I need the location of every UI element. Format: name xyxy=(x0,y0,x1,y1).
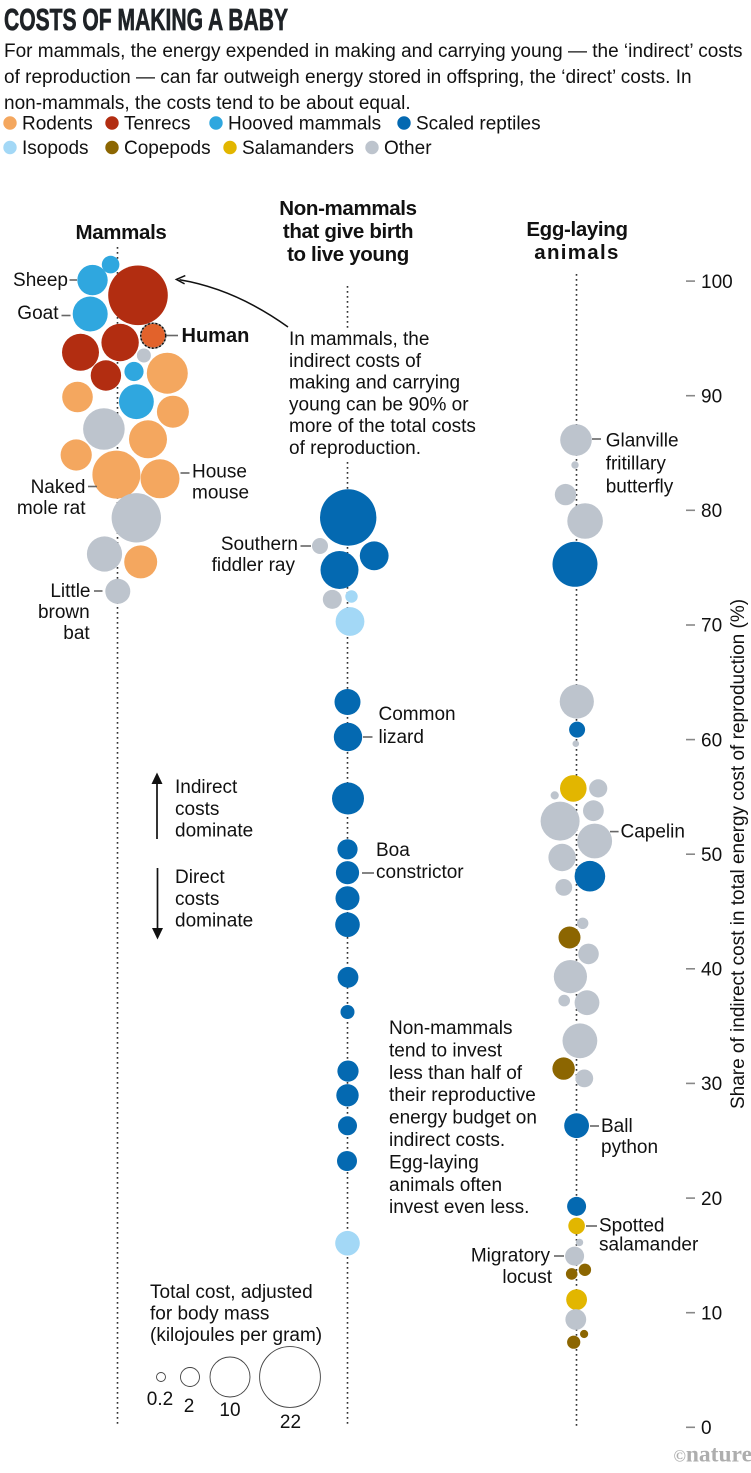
svg-text:Direct: Direct xyxy=(175,867,225,888)
svg-text:(kilojoules per gram): (kilojoules per gram) xyxy=(150,1325,322,1346)
svg-text:animals often: animals often xyxy=(389,1175,502,1196)
svg-text:100: 100 xyxy=(701,272,733,293)
svg-text:butterfly: butterfly xyxy=(606,477,674,498)
svg-text:Boa: Boa xyxy=(376,840,410,861)
svg-text:10: 10 xyxy=(701,1303,722,1324)
svg-text:House: House xyxy=(192,462,247,483)
svg-text:non-mammals, the costs tend to: non-mammals, the costs tend to be about … xyxy=(4,93,411,114)
svg-text:0.2: 0.2 xyxy=(147,1389,173,1410)
svg-text:young can be 90% or: young can be 90% or xyxy=(289,394,469,415)
svg-text:Migratory: Migratory xyxy=(471,1246,551,1267)
svg-text:making and carrying: making and carrying xyxy=(289,373,460,394)
svg-text:to live young: to live young xyxy=(287,243,409,266)
svg-text:fiddler ray: fiddler ray xyxy=(212,555,296,576)
svg-text:30: 30 xyxy=(701,1074,722,1095)
svg-text:costs: costs xyxy=(175,799,219,820)
svg-text:20: 20 xyxy=(701,1189,722,1210)
svg-text:less than half of: less than half of xyxy=(389,1063,523,1084)
svg-text:constrictor: constrictor xyxy=(376,862,464,883)
svg-text:Common: Common xyxy=(379,704,456,725)
svg-text:Total cost, adjusted: Total cost, adjusted xyxy=(150,1282,313,1303)
svg-text:of reproduction — can far outw: of reproduction — can far outweigh energ… xyxy=(4,67,692,88)
svg-text:©nature: ©nature xyxy=(674,1442,751,1468)
svg-text:Naked: Naked xyxy=(31,477,86,498)
svg-text:Scaled reptiles: Scaled reptiles xyxy=(416,114,541,135)
svg-text:invest even less.: invest even less. xyxy=(389,1197,529,1218)
svg-text:for body mass: for body mass xyxy=(150,1304,269,1325)
svg-text:Non-mammals: Non-mammals xyxy=(389,1018,513,1039)
svg-text:that give birth: that give birth xyxy=(283,220,413,243)
svg-text:60: 60 xyxy=(701,730,722,751)
svg-text:Hooved mammals: Hooved mammals xyxy=(228,114,381,135)
svg-text:COSTS OF MAKING A BABY: COSTS OF MAKING A BABY xyxy=(4,2,288,37)
svg-text:animals: animals xyxy=(534,241,619,264)
svg-text:Glanville: Glanville xyxy=(606,431,679,452)
svg-text:Little: Little xyxy=(50,581,90,602)
svg-text:indirect costs of: indirect costs of xyxy=(289,351,422,372)
svg-text:Capelin: Capelin xyxy=(621,822,685,843)
svg-text:Human: Human xyxy=(182,325,250,347)
svg-text:Ball: Ball xyxy=(601,1116,633,1137)
svg-text:python: python xyxy=(601,1137,658,1158)
svg-text:Isopods: Isopods xyxy=(22,138,89,159)
svg-text:50: 50 xyxy=(701,845,722,866)
svg-text:Rodents: Rodents xyxy=(22,114,93,135)
svg-text:salamander: salamander xyxy=(599,1235,699,1256)
svg-text:Mammals: Mammals xyxy=(76,221,167,244)
svg-text:fritillary: fritillary xyxy=(606,454,667,475)
svg-text:Non-mammals: Non-mammals xyxy=(279,197,416,220)
svg-text:70: 70 xyxy=(701,616,722,637)
svg-text:0: 0 xyxy=(701,1418,712,1439)
svg-text:bat: bat xyxy=(63,623,90,644)
svg-text:lizard: lizard xyxy=(379,727,424,748)
svg-text:40: 40 xyxy=(701,960,722,981)
svg-text:Sheep: Sheep xyxy=(13,270,68,291)
svg-text:dominate: dominate xyxy=(175,821,253,842)
svg-text:Copepods: Copepods xyxy=(124,138,211,159)
svg-text:Southern: Southern xyxy=(221,534,298,555)
svg-text:Share of indirect cost in tota: Share of indirect cost in total energy c… xyxy=(728,599,749,1109)
svg-text:of reproduction.: of reproduction. xyxy=(289,438,421,459)
svg-text:In mammals, the: In mammals, the xyxy=(289,329,429,350)
svg-text:Egg-laying: Egg-laying xyxy=(389,1152,479,1173)
svg-text:costs: costs xyxy=(175,889,219,910)
svg-text:dominate: dominate xyxy=(175,911,253,932)
svg-text:locust: locust xyxy=(502,1267,552,1288)
svg-text:80: 80 xyxy=(701,501,722,522)
svg-text:energy budget on: energy budget on xyxy=(389,1108,537,1129)
svg-text:mouse: mouse xyxy=(192,483,249,504)
svg-text:Goat: Goat xyxy=(17,303,59,324)
svg-text:their reproductive: their reproductive xyxy=(389,1085,536,1106)
svg-text:mole rat: mole rat xyxy=(17,498,86,519)
svg-text:Tenrecs: Tenrecs xyxy=(124,114,191,135)
svg-text:Salamanders: Salamanders xyxy=(242,138,354,159)
svg-text:Other: Other xyxy=(384,138,432,159)
svg-text:Egg-laying: Egg-laying xyxy=(526,218,627,241)
svg-text:10: 10 xyxy=(219,1400,240,1421)
svg-text:For mammals, the energy expend: For mammals, the energy expended in maki… xyxy=(4,41,743,62)
svg-text:brown: brown xyxy=(38,602,90,623)
svg-text:indirect costs.: indirect costs. xyxy=(389,1130,505,1151)
svg-text:90: 90 xyxy=(701,386,722,407)
svg-text:22: 22 xyxy=(280,1412,301,1433)
svg-text:more of the total costs: more of the total costs xyxy=(289,416,476,437)
svg-text:Indirect: Indirect xyxy=(175,777,238,798)
svg-text:Spotted: Spotted xyxy=(599,1216,665,1237)
svg-text:2: 2 xyxy=(184,1396,195,1417)
svg-text:tend to invest: tend to invest xyxy=(389,1040,503,1061)
